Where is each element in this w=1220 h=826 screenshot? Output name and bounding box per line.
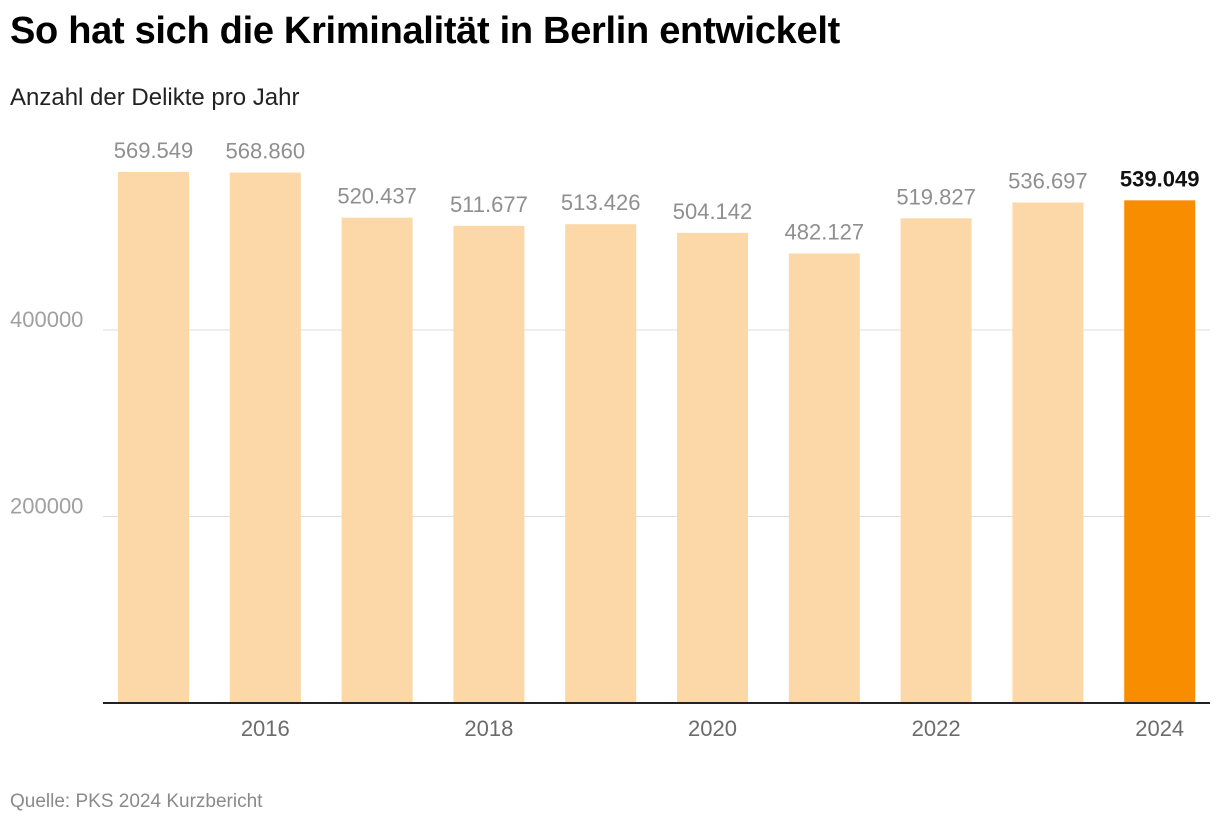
data-label-2022: 519.827: [896, 184, 976, 209]
data-label-2024: 539.049: [1120, 166, 1200, 191]
data-label-2018: 511.677: [450, 192, 528, 217]
data-label-2017: 520.437: [337, 184, 417, 209]
bar-2022: [900, 218, 972, 703]
bar-2018: [453, 225, 525, 703]
x-tick-label: 2016: [241, 716, 290, 741]
bars: [118, 171, 1196, 704]
bar-2019: [565, 224, 637, 703]
x-tick-label: 2022: [912, 716, 961, 741]
data-labels: 569.549 568.860 520.437 511.677 513.426 504.1…: [114, 138, 1200, 245]
bar-2017: [341, 217, 413, 703]
bar-2020: [677, 232, 748, 704]
bar-2024: [1124, 200, 1196, 704]
data-label-2015: 569.549: [114, 138, 194, 163]
data-label-2016: 568.860: [226, 139, 306, 164]
data-label-2023: 536.697: [1008, 169, 1088, 194]
x-tick-label: 2020: [688, 716, 737, 741]
x-axis-ticks: 2016 2018 2020 2022 2024: [241, 716, 1184, 741]
y-tick-label: 200000: [10, 494, 83, 519]
bar-2015: [118, 171, 189, 703]
y-axis-ticks: 200000 400000: [10, 307, 83, 519]
y-tick-label: 400000: [10, 307, 83, 332]
chart-subtitle: Anzahl der Delikte pro Jahr: [10, 84, 300, 111]
x-tick-label: 2018: [464, 716, 513, 741]
bar-2023: [1012, 202, 1084, 704]
data-label-2021: 482.127: [785, 219, 865, 244]
data-label-2020: 504.142: [673, 199, 753, 224]
bar-2021: [788, 253, 860, 703]
bar-2016: [229, 172, 301, 703]
data-label-2019: 513.426: [561, 190, 641, 215]
chart-title: So hat sich die Kriminalität in Berlin e…: [10, 10, 840, 52]
x-tick-label: 2024: [1135, 716, 1184, 741]
source-note: Quelle: PKS 2024 Kurzbericht: [10, 791, 263, 812]
bar-chart: 200000 400000 569.549 568.860 520.437 511.67…: [10, 138, 1210, 741]
